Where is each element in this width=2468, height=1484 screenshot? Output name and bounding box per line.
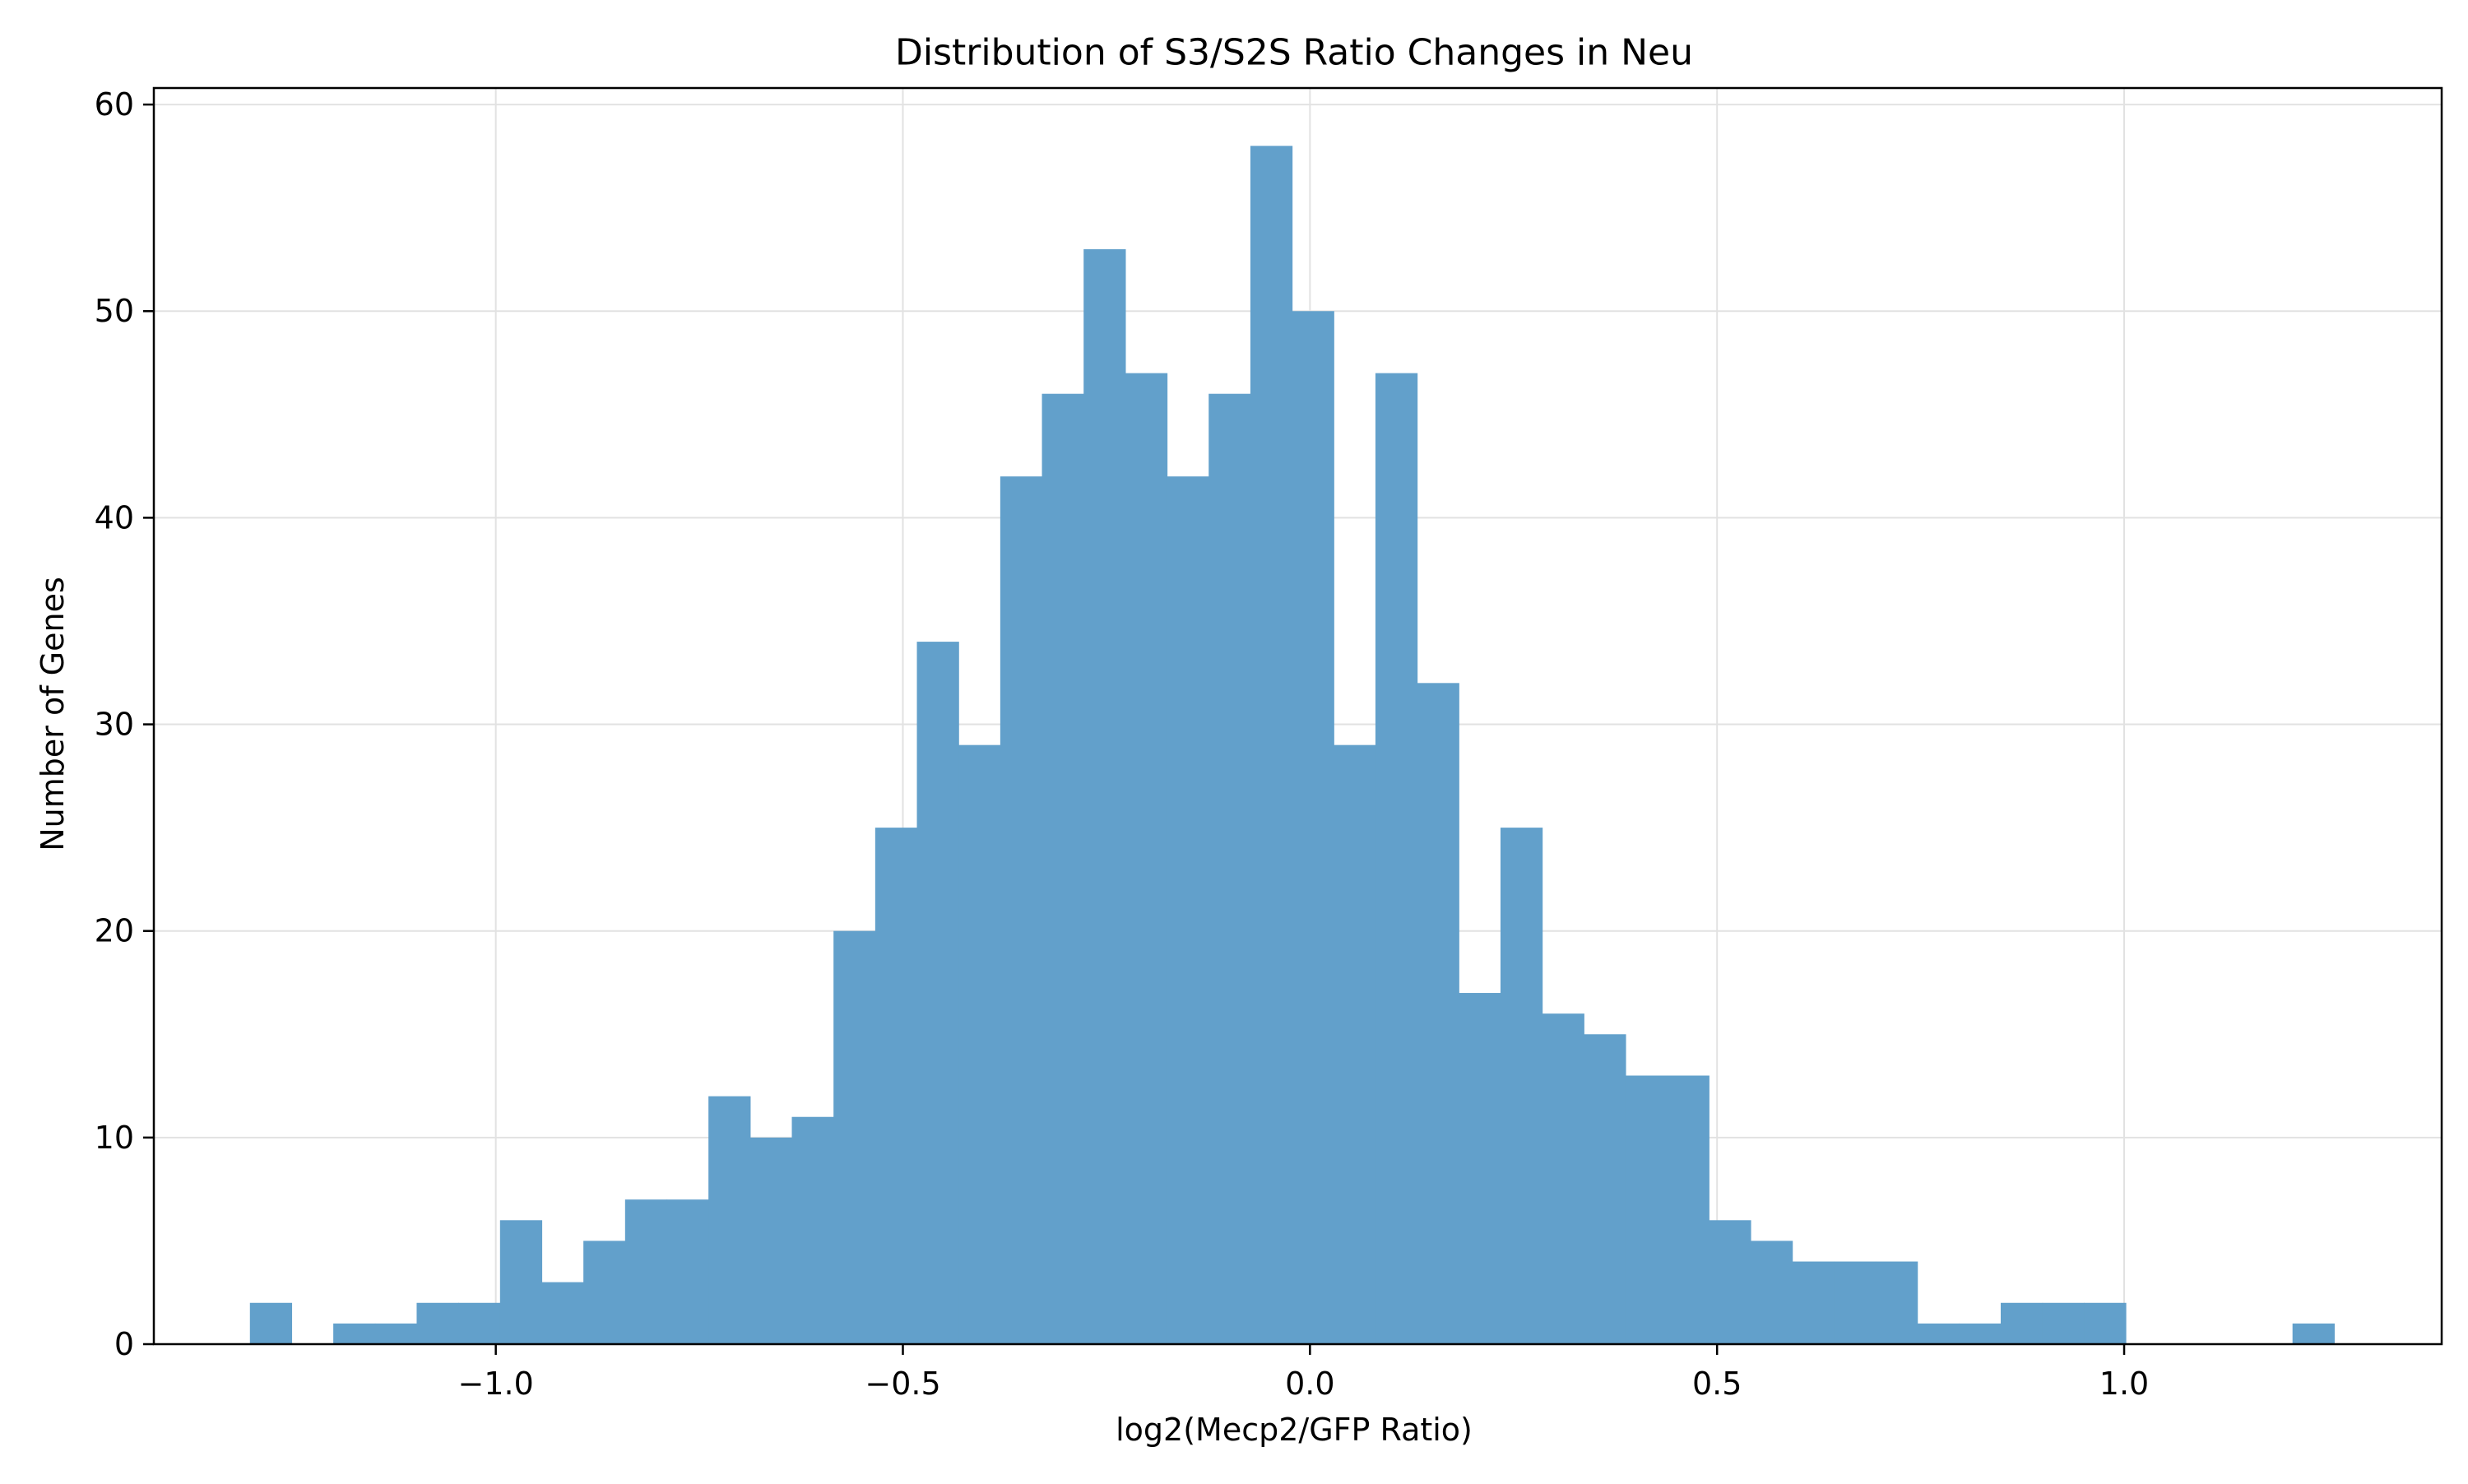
histogram-bar (1709, 1220, 1751, 1344)
histogram-bar (2042, 1302, 2085, 1344)
y-tick-label: 0 (114, 1326, 134, 1362)
histogram-bar (833, 930, 876, 1344)
histogram-bar (1792, 1261, 1835, 1344)
x-tick-label: 0.5 (1692, 1366, 1742, 1402)
y-axis-label: Number of Genes (35, 577, 71, 851)
histogram-bar (958, 744, 1001, 1344)
histogram-bar (2000, 1302, 2044, 1344)
plot-frame (152, 86, 2443, 1346)
histogram-bar (666, 1199, 709, 1344)
histogram-bar (916, 642, 959, 1344)
y-tick-label: 30 (95, 707, 134, 743)
histogram-bar (1083, 248, 1126, 1344)
histogram-bar (1542, 1013, 1584, 1344)
y-axis-ticks: 0 10 20 30 40 50 60 (95, 86, 154, 1362)
histogram-bar (791, 1116, 834, 1344)
histogram-bar (1834, 1261, 1877, 1344)
histogram-bar (2084, 1302, 2127, 1344)
x-tick-label: 0.0 (1285, 1366, 1334, 1402)
histogram-bar (1875, 1261, 1918, 1344)
y-tick-label: 20 (95, 913, 134, 949)
x-tick-label: −0.5 (865, 1366, 940, 1402)
histogram-bar (1500, 828, 1543, 1344)
y-tick-label: 50 (95, 293, 134, 329)
y-tick-label: 10 (95, 1120, 134, 1156)
histogram-bar (541, 1282, 584, 1344)
histogram-bar (374, 1323, 418, 1344)
x-axis-label: log2(Mecp2/GFP Ratio) (1116, 1412, 1473, 1448)
x-axis-ticks: −1.0 −0.5 0.0 0.5 1.0 (458, 1344, 2149, 1402)
histogram-bar (2292, 1323, 2335, 1344)
histogram-bar (249, 1302, 293, 1344)
histogram-bar (874, 828, 918, 1344)
x-tick-label: −1.0 (458, 1366, 534, 1402)
histogram-bars (249, 146, 2335, 1344)
histogram-bar (499, 1220, 543, 1344)
histogram-bar (333, 1323, 376, 1344)
histogram-bar (1417, 683, 1459, 1344)
histogram-bar (1750, 1241, 1793, 1344)
chart-title: Distribution of S3/S2S Ratio Changes in … (895, 32, 1693, 74)
histogram-bar (708, 1096, 751, 1344)
histogram-bar (1584, 1034, 1626, 1344)
histogram-bar (1041, 393, 1084, 1344)
histogram-bar (1292, 311, 1334, 1344)
y-tick-label: 60 (95, 86, 134, 123)
histogram-bar (1000, 476, 1043, 1344)
histogram-bar (1167, 476, 1209, 1344)
x-tick-label: 1.0 (2099, 1366, 2149, 1402)
histogram-bar (1208, 393, 1251, 1344)
histogram-bar (458, 1302, 501, 1344)
histogram-bar (583, 1241, 626, 1344)
histogram-bar (1917, 1323, 1960, 1344)
histogram-bar (1375, 373, 1418, 1344)
histogram-bar (416, 1302, 459, 1344)
histogram-bar (1459, 993, 1501, 1344)
histogram-bar (1250, 146, 1293, 1344)
histogram-bar (1959, 1323, 2002, 1344)
histogram-bar (749, 1137, 793, 1344)
histogram-bar (1125, 373, 1168, 1344)
histogram-bar (1625, 1075, 1668, 1344)
histogram-bar (1667, 1075, 1710, 1344)
y-tick-label: 40 (95, 499, 134, 536)
histogram-bar (624, 1199, 668, 1344)
histogram-bar (1334, 744, 1376, 1344)
